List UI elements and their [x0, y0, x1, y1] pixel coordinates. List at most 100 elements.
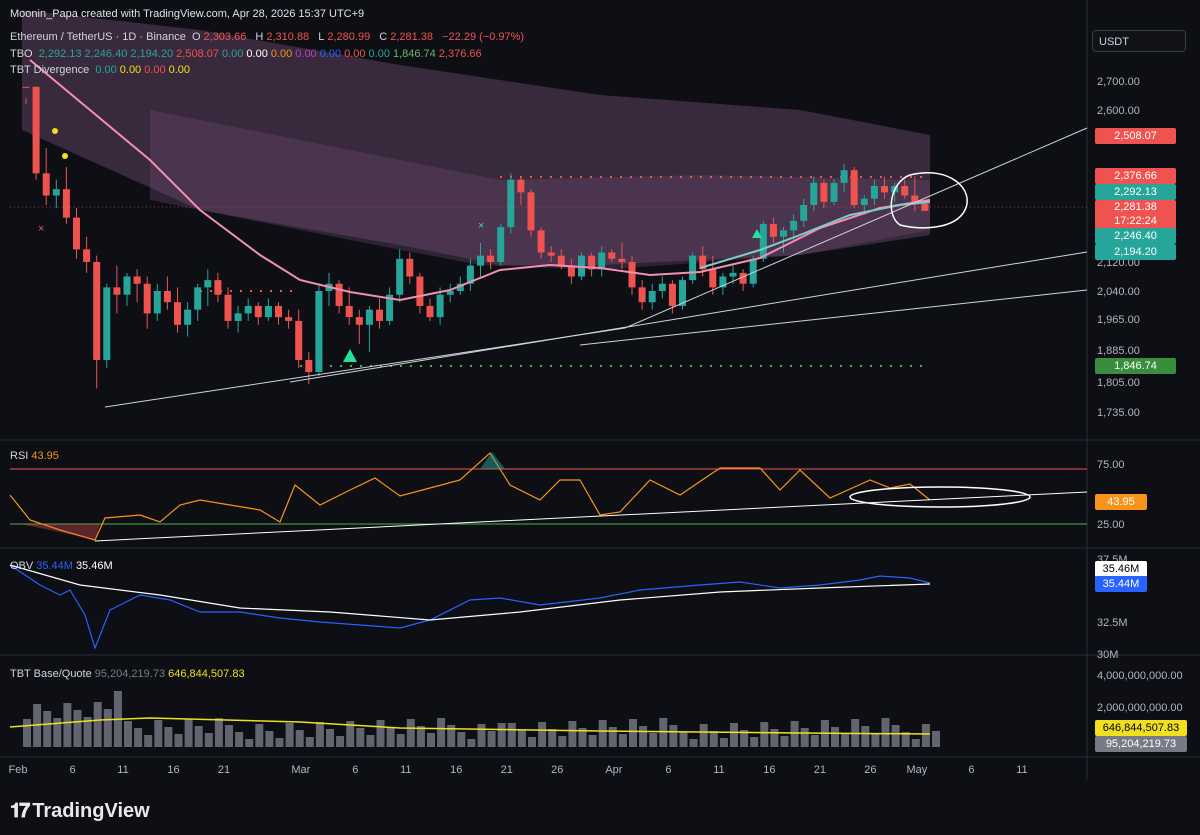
volume-bar [144, 735, 153, 747]
volume-bar [881, 718, 890, 747]
price-badge: 95,204,219.73 [1095, 736, 1187, 752]
close-value: 2,281.38 [390, 31, 434, 43]
volume-bar [356, 728, 365, 747]
trendline-3 [289, 251, 1088, 383]
trendline-2 [624, 127, 1088, 329]
time-axis-label: Mar [291, 764, 310, 776]
volume-bar [831, 727, 839, 747]
candle-body [254, 305, 262, 318]
candle-body [224, 294, 232, 321]
tradingview-logo-icon: 𝟏𝟕 [10, 800, 30, 822]
candle-body [850, 170, 858, 205]
volume-bar [548, 729, 557, 747]
candle-body [436, 294, 444, 318]
obv-tick-label: 30M [1097, 649, 1118, 661]
price-tick-label: 1,885.00 [1097, 345, 1140, 357]
volume-tick-label: 4,000,000,000.00 [1097, 670, 1183, 682]
volume-bar [770, 729, 779, 747]
volume-bar [528, 737, 536, 747]
rsi-tick-label: 75.00 [1097, 459, 1125, 471]
time-axis-label: 6 [69, 764, 75, 776]
rsi-oversold-fill [20, 524, 100, 540]
candle-body [830, 182, 838, 202]
candle-body [840, 170, 848, 183]
volume-bar [699, 724, 708, 747]
volume-bar [659, 718, 668, 747]
volume-bar [53, 718, 62, 747]
tbo-value: 2,292.13 [38, 48, 82, 60]
candle-body [689, 255, 697, 281]
volume-bar [73, 710, 82, 747]
candle-body [749, 258, 757, 284]
volume-bar [507, 723, 516, 747]
symbol-title[interactable]: Ethereum / TetherUS · 1D · Binance [10, 31, 186, 43]
tbo-value: 0.00 [222, 48, 244, 60]
time-axis-label: 26 [864, 764, 876, 776]
tradingview-logo[interactable]: 𝟏𝟕 TradingView [10, 800, 150, 822]
volume-bar [194, 726, 203, 747]
tbt-base-quote-legend[interactable]: TBT Base/Quote 95,204,219.73 646,844,507.8… [10, 668, 245, 680]
volume-bar [235, 732, 244, 747]
rsi-legend[interactable]: RSI 43.95 [10, 450, 59, 462]
tbo-indicator-legend[interactable]: TBO 2,292.13 2,246.40 2,194.20 2,508.07 0.00… [10, 48, 482, 60]
obv-ma-line [9, 564, 931, 621]
candle-body [204, 280, 212, 288]
volume-bar [184, 719, 193, 747]
currency-selector[interactable]: USDT [1092, 30, 1186, 52]
tbt-value: 0.00 [95, 64, 117, 76]
volume-bar [285, 723, 294, 747]
candle-body [113, 287, 121, 295]
tbo-value: 0.00 [270, 48, 293, 60]
volume-bar [780, 736, 789, 747]
rsi-line [9, 452, 931, 541]
low-value: 2,280.99 [327, 31, 371, 43]
volume-bar [437, 718, 446, 747]
volume-bar [396, 734, 405, 747]
price-badge: 35.44M [1095, 576, 1147, 592]
obv-legend[interactable]: OBV 35.44M 35.46M [10, 560, 113, 572]
ohlc-header: Ethereum / TetherUS · 1D · Binance O 2,30… [10, 31, 525, 43]
trendline-4 [579, 289, 1088, 346]
volume-bar [214, 718, 223, 747]
candle-body [588, 255, 596, 270]
volume-bar [538, 722, 547, 747]
volume-bar [326, 729, 334, 747]
volume-bar [730, 723, 738, 747]
tbo-value: 2,376.66 [438, 48, 482, 60]
price-tick-label: 1,805.00 [1097, 377, 1140, 389]
volume-bar [891, 725, 900, 747]
rsi-highlight-ellipse [849, 486, 1031, 508]
volume-tick-label: 2,000,000,000.00 [1097, 702, 1183, 714]
candle-body [426, 305, 434, 318]
price-tick-label: 2,120.00 [1097, 257, 1140, 269]
candle-body [295, 320, 303, 360]
tbt-divergence-legend[interactable]: TBT Divergence 0.00 0.00 0.00 0.00 [10, 64, 191, 76]
volume-bar [134, 728, 143, 747]
volume-bar [719, 738, 728, 747]
candle-body [598, 252, 606, 270]
ma-pink-line [29, 59, 931, 302]
volume-bar [760, 722, 769, 747]
signal-dot [62, 153, 68, 159]
volume-bar [790, 721, 799, 747]
volume-bar [124, 721, 132, 747]
candle-body [759, 224, 767, 259]
candle-body [658, 283, 666, 291]
volume-bar [932, 731, 940, 747]
time-axis-label: 21 [501, 764, 513, 776]
price-badge: 646,844,507.83 [1095, 720, 1187, 736]
candle-body [648, 291, 656, 303]
candle-body [780, 230, 787, 237]
volume-bar [800, 728, 809, 747]
candle-body [416, 276, 424, 306]
rsi-trendline [94, 491, 1088, 542]
tbt-value: 0.00 [168, 64, 191, 76]
candle-body [739, 272, 747, 284]
tbt-value: 0.00 [119, 64, 142, 76]
candle-body [557, 255, 565, 266]
candle-body [699, 255, 707, 270]
cloud-band-inner [150, 110, 930, 270]
candle-body [628, 262, 636, 288]
price-badge: 35.46M [1095, 561, 1147, 577]
